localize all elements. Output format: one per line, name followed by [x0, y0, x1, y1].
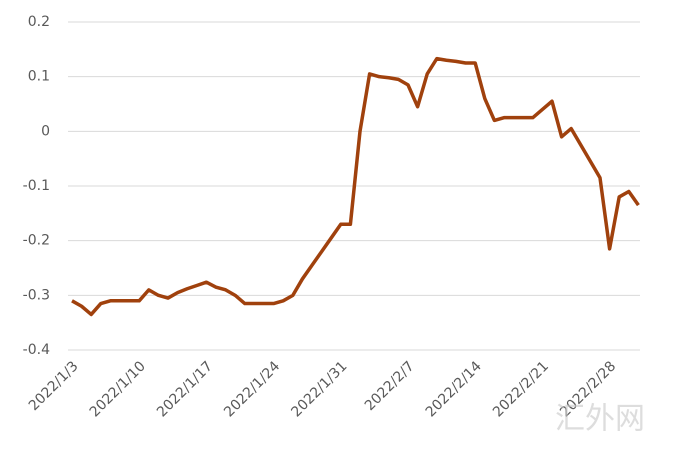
x-tick-label: 2022/1/10 [87, 358, 149, 420]
y-tick-label: -0.2 [23, 233, 50, 249]
y-tick-label: -0.1 [23, 178, 50, 194]
y-tick-label: 0.2 [28, 14, 50, 30]
x-tick-label: 2022/2/14 [423, 358, 485, 420]
watermark: 汇外网 [555, 402, 645, 437]
y-tick-label: 0.1 [28, 69, 50, 85]
y-tick-label: -0.4 [23, 342, 50, 358]
x-tick-label: 2022/2/7 [362, 358, 418, 414]
data-line [71, 56, 640, 317]
x-tick-label: 2022/1/17 [154, 358, 216, 420]
y-tick-label: -0.3 [23, 287, 50, 303]
y-tick-label: 0 [41, 123, 50, 139]
x-tick-label: 2022/1/24 [221, 358, 283, 420]
x-tick-label: 2022/1/31 [288, 358, 350, 420]
x-tick-label: 2022/2/21 [490, 358, 552, 420]
x-tick-label: 2022/1/3 [26, 358, 82, 414]
